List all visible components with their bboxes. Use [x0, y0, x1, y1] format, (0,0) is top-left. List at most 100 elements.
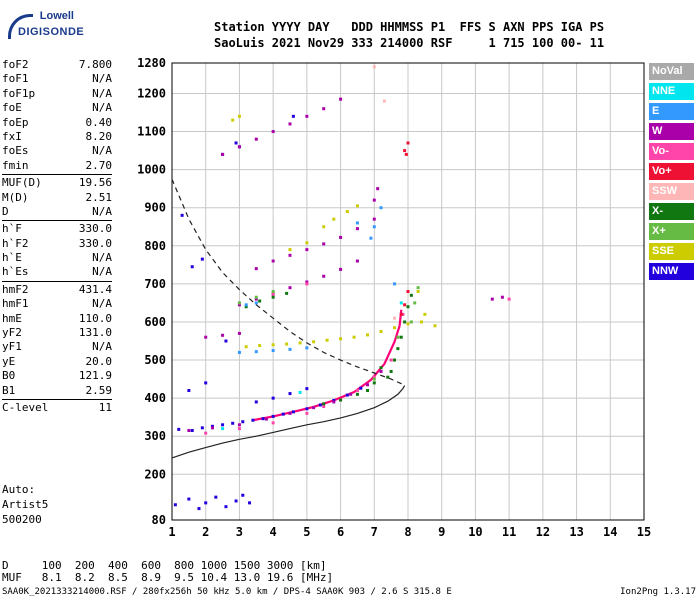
logo-brand-top: Lowell	[39, 10, 74, 22]
param-value: 2.59	[85, 383, 113, 397]
data-point-x	[355, 392, 359, 396]
param-row: fmin 2.70	[2, 159, 112, 173]
data-point-sse	[325, 338, 329, 342]
auto-artist: Artist5	[2, 498, 49, 511]
y-tick-label: 600	[144, 315, 166, 329]
param-name: B0	[2, 369, 16, 383]
param-name: M(D)	[2, 190, 29, 204]
param-name: D	[2, 204, 9, 218]
param-row: hmF2 431.4	[2, 283, 112, 297]
param-value: 7.800	[78, 58, 112, 71]
data-point-w	[237, 145, 241, 149]
legend-item-vo: Vo+	[649, 163, 694, 180]
param-row: hmF1 N/A	[2, 297, 112, 311]
y-tick-label: 200	[144, 467, 166, 481]
data-point-nnw	[291, 410, 295, 414]
data-point-vo	[271, 421, 275, 425]
data-point-x	[322, 402, 326, 406]
data-point-e	[288, 347, 292, 351]
param-row: foE N/A	[2, 101, 112, 115]
data-point-nnw	[204, 501, 208, 505]
header-line-2: SaoLuis 2021 Nov29 333 214000 RSF 1 715 …	[214, 36, 605, 50]
data-point-nnw	[281, 412, 285, 416]
y-tick-label: 1280	[137, 56, 166, 70]
data-point-vo	[204, 431, 208, 435]
data-point-w	[271, 259, 275, 263]
data-point-w	[372, 198, 376, 202]
data-point-nne	[221, 427, 225, 431]
data-point-sse	[393, 326, 397, 330]
data-point-x	[237, 301, 241, 305]
x-tick-label: 12	[536, 525, 550, 539]
data-point-nnw	[190, 429, 194, 433]
legend-item-ssw: SSW	[649, 183, 694, 200]
data-point-w	[312, 406, 316, 410]
x-tick-label: 7	[371, 525, 378, 539]
data-point-w	[355, 259, 359, 263]
param-name: hmF2	[2, 282, 29, 296]
data-point-e	[254, 350, 258, 354]
data-point-nnw	[231, 421, 235, 425]
data-point-nnw	[359, 386, 363, 390]
data-point-vo	[305, 411, 309, 415]
param-separator	[2, 220, 112, 222]
digisonde-logo: Lowell DIGISONDE	[6, 8, 84, 42]
legend-item-w: W	[649, 123, 694, 140]
data-point-nnw	[200, 426, 204, 430]
data-point-e	[237, 350, 241, 354]
param-value: N/A	[92, 340, 112, 354]
data-point-nnw	[224, 505, 228, 509]
param-name: foF1	[2, 72, 29, 86]
data-point-w	[288, 253, 292, 257]
header-line-1: Station YYYY DAY DDD HHMMSS P1 FFS S AXN…	[214, 20, 605, 34]
data-point-ssw	[393, 316, 397, 320]
param-value: 2.70	[85, 158, 113, 172]
param-name: yE	[2, 354, 16, 368]
muf-row: MUF 8.1 8.2 8.5 8.9 9.5 10.4 13.0 19.6 […	[2, 571, 334, 584]
param-row: yE 20.0	[2, 355, 112, 369]
data-point-x	[372, 377, 376, 381]
legend-item-noval: NoVal	[649, 63, 694, 80]
data-point-x	[244, 305, 248, 309]
data-point-vo	[403, 303, 407, 307]
x-tick-label: 8	[404, 525, 411, 539]
param-name: B1	[2, 383, 16, 397]
data-point-nnw	[305, 407, 309, 411]
param-value: 11	[98, 400, 112, 414]
data-point-sse	[433, 324, 437, 328]
logo-brand-bottom: DIGISONDE	[18, 26, 85, 38]
data-point-e	[271, 349, 275, 353]
param-row: C-level 11	[2, 401, 112, 415]
legend-item-sse: SSE	[649, 243, 694, 260]
data-point-nnw	[187, 389, 191, 393]
param-name: h`F2	[2, 236, 29, 250]
data-point-sse	[406, 322, 410, 326]
data-point-nnw	[234, 499, 238, 503]
param-name: h`E	[2, 251, 22, 265]
data-point-nnw	[318, 403, 322, 407]
param-name: MUF(D)	[2, 176, 42, 190]
param-value: 131.0	[78, 326, 112, 340]
param-value: N/A	[92, 297, 112, 311]
param-name: fmin	[2, 158, 29, 172]
param-separator	[2, 280, 112, 282]
data-point-w	[210, 426, 214, 430]
data-point-sse	[423, 312, 427, 316]
y-tick-label: 800	[144, 239, 166, 253]
param-name: foE	[2, 101, 22, 115]
y-tick-label: 300	[144, 429, 166, 443]
param-value: N/A	[92, 101, 112, 115]
data-point-nnw	[288, 392, 292, 396]
data-point-x	[409, 320, 413, 324]
data-point-nnw	[180, 213, 184, 217]
data-point-e	[305, 346, 309, 350]
x-tick-label: 1	[168, 525, 175, 539]
data-point-x	[254, 295, 258, 299]
data-point-w	[237, 331, 241, 335]
data-point-x	[413, 301, 417, 305]
footer-info: SAA0K_2021333214000.RSF / 280fx256h 50 k…	[2, 587, 452, 597]
data-point-w	[264, 417, 268, 421]
data-point-x	[386, 375, 390, 379]
data-point-nnw	[261, 417, 265, 421]
param-value: 20.0	[85, 354, 113, 368]
